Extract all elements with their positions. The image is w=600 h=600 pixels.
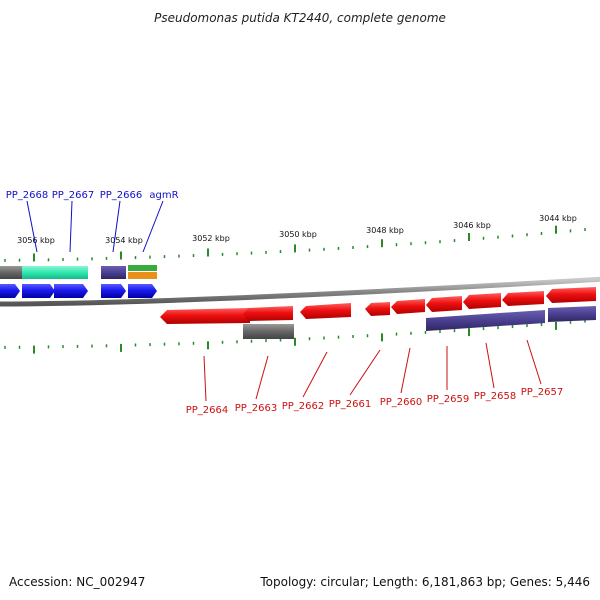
forward-gene-track xyxy=(0,284,157,298)
gene-label-pp2667[interactable]: PP_2667 xyxy=(52,190,95,201)
gene-arrow-reverse[interactable] xyxy=(365,302,390,316)
leader-line xyxy=(142,200,164,253)
gene-label-pp2662[interactable]: PP_2662 xyxy=(282,401,325,412)
scale-label: 3052 kbp xyxy=(192,234,230,243)
genome-backbone xyxy=(0,276,600,307)
upper-feature-track xyxy=(0,265,157,279)
gene-arrow-reverse[interactable] xyxy=(426,296,462,312)
gene-label-pp2668[interactable]: PP_2668 xyxy=(6,190,49,201)
scale-labels: 3056 kbp 3054 kbp 3052 kbp 3050 kbp 3048… xyxy=(17,214,577,245)
reverse-gene-track xyxy=(160,287,596,324)
accession-label: Accession: NC_002947 xyxy=(9,575,145,589)
leader-line xyxy=(69,200,73,253)
gene-arrow-reverse[interactable] xyxy=(391,299,425,314)
gene-label-pp2663[interactable]: PP_2663 xyxy=(235,403,278,414)
scale-label: 3054 kbp xyxy=(105,236,143,245)
scale-label: 3056 kbp xyxy=(17,236,55,245)
gene-arrow-reverse[interactable] xyxy=(502,291,544,306)
feature-grey[interactable] xyxy=(0,266,22,279)
lower-feature-track xyxy=(243,306,596,339)
leader-line xyxy=(112,200,121,253)
leader-line xyxy=(203,355,207,402)
scale-ticks-bottom xyxy=(4,319,586,354)
leader-line xyxy=(349,349,381,396)
gene-arrow-reverse[interactable] xyxy=(160,308,250,324)
gene-label-agmr[interactable]: agmR xyxy=(149,190,178,201)
leader-line xyxy=(255,355,269,400)
feature-teal[interactable] xyxy=(54,266,88,279)
feature-orange[interactable] xyxy=(128,272,157,279)
leader-line xyxy=(400,347,411,394)
gene-arrow-reverse[interactable] xyxy=(300,303,351,319)
leader-line xyxy=(26,200,38,253)
bottom-gene-labels: PP_2664 PP_2663 PP_2662 PP_2661 PP_2660 … xyxy=(186,387,564,416)
gene-arrow-reverse[interactable] xyxy=(463,293,501,309)
gene-label-pp2666[interactable]: PP_2666 xyxy=(100,190,143,201)
scale-label: 3044 kbp xyxy=(539,214,577,223)
top-label-leaders xyxy=(26,200,164,253)
scale-label: 3050 kbp xyxy=(279,230,317,239)
gene-label-pp2658[interactable]: PP_2658 xyxy=(474,391,517,402)
gene-arrow-forward[interactable] xyxy=(54,284,88,298)
topology-label: Topology: circular; Length: 6,181,863 bp… xyxy=(259,575,590,589)
gene-label-pp2660[interactable]: PP_2660 xyxy=(380,397,423,408)
leader-line xyxy=(485,342,495,389)
feature-cds[interactable] xyxy=(426,310,545,331)
feature-grey[interactable] xyxy=(243,324,294,339)
feature-green[interactable] xyxy=(128,265,157,271)
gene-arrow-forward[interactable] xyxy=(128,284,157,298)
top-gene-labels: PP_2668 PP_2667 PP_2666 agmR xyxy=(6,190,179,201)
gene-arrow-forward[interactable] xyxy=(22,284,55,298)
feature-cds[interactable] xyxy=(101,266,126,279)
gene-label-pp2664[interactable]: PP_2664 xyxy=(186,405,229,416)
gene-arrow-forward[interactable] xyxy=(0,284,20,298)
gene-arrow-reverse[interactable] xyxy=(546,287,596,303)
leader-line xyxy=(526,339,542,385)
feature-cds[interactable] xyxy=(548,306,596,322)
gene-label-pp2659[interactable]: PP_2659 xyxy=(427,394,470,405)
scale-label: 3046 kbp xyxy=(453,221,491,230)
scale-ticks-top xyxy=(4,225,586,262)
gene-label-pp2661[interactable]: PP_2661 xyxy=(329,399,372,410)
gene-arrow-reverse[interactable] xyxy=(243,306,293,321)
leader-line xyxy=(302,351,328,398)
scale-label: 3048 kbp xyxy=(366,226,404,235)
bottom-label-leaders xyxy=(203,339,542,402)
feature-teal[interactable] xyxy=(22,266,54,279)
genome-title: Pseudomonas putida KT2440, complete geno… xyxy=(154,11,446,25)
gene-label-pp2657[interactable]: PP_2657 xyxy=(521,387,564,398)
gene-arrow-forward[interactable] xyxy=(101,284,126,298)
